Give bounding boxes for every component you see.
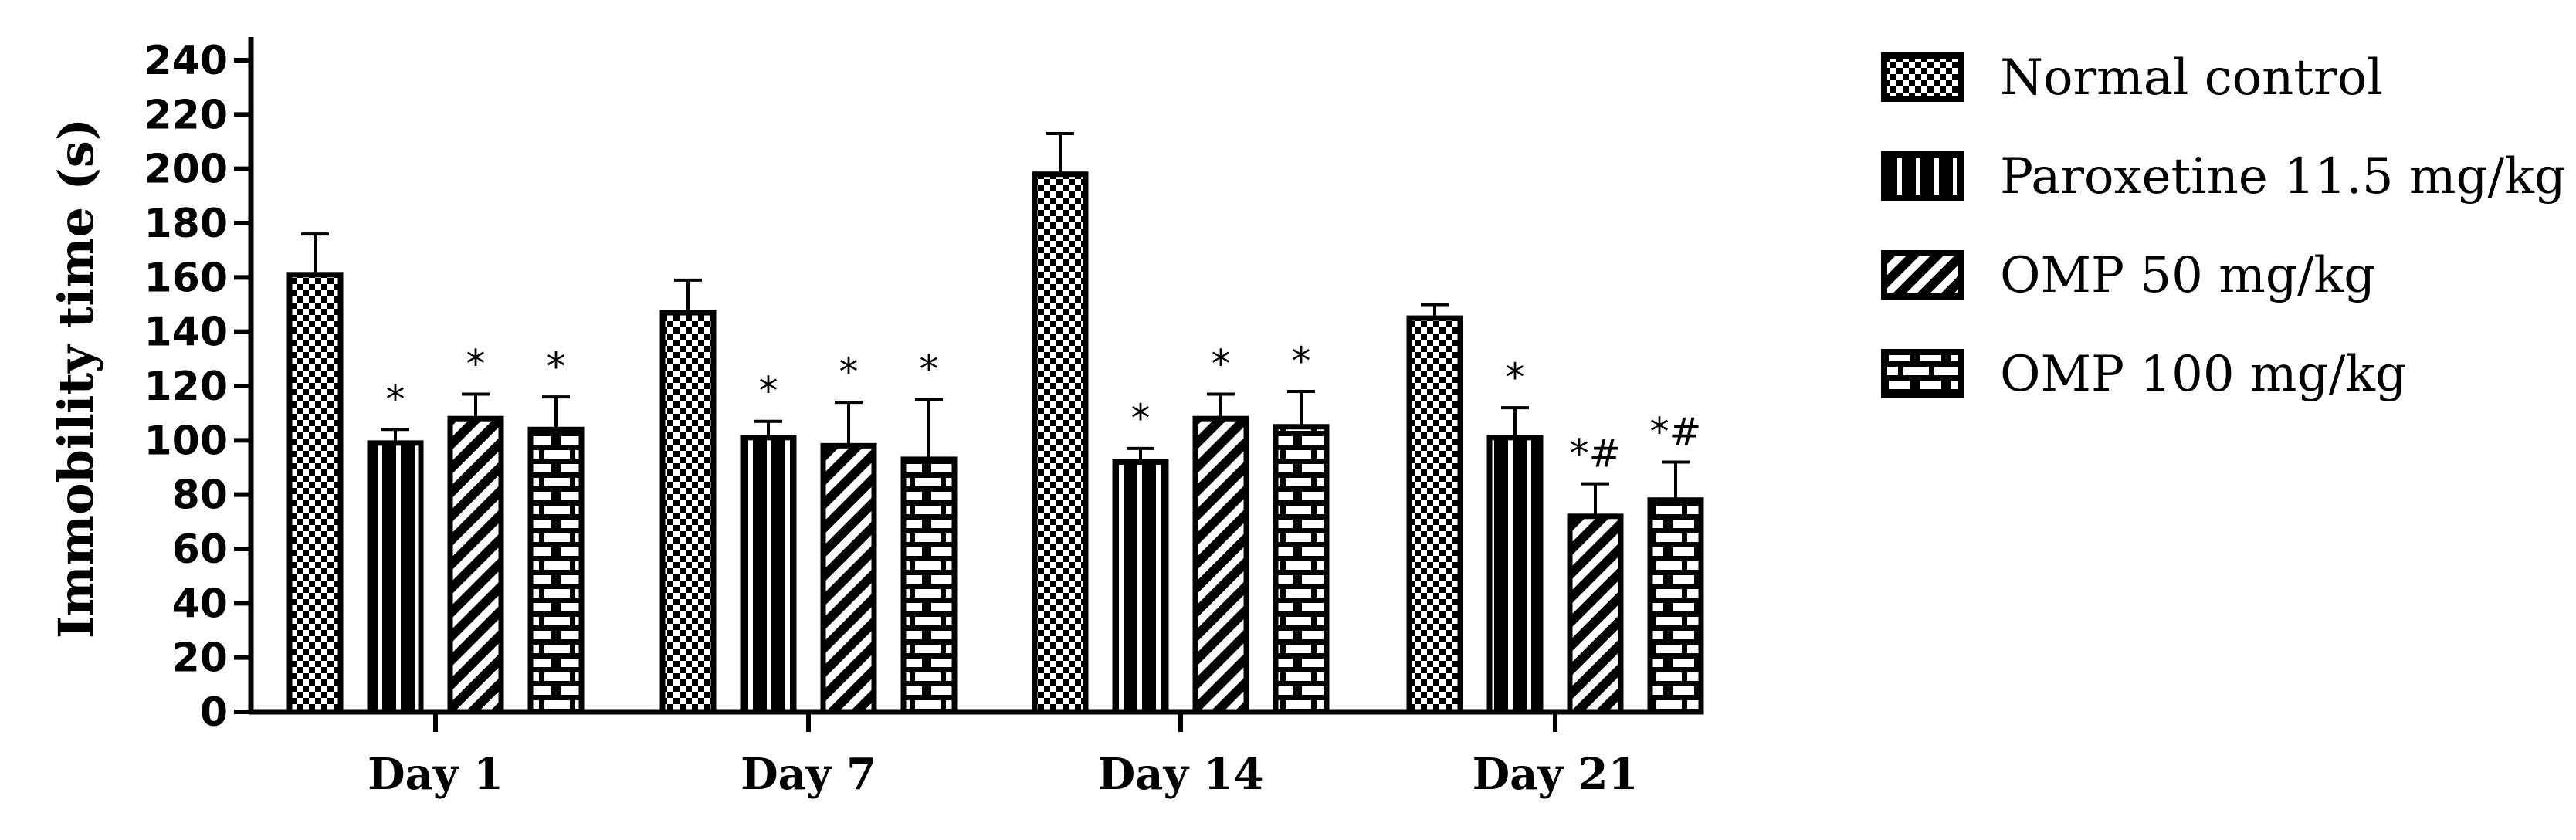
legend-swatch (1881, 151, 1964, 201)
y-tick-label: 200 (144, 147, 228, 193)
significance-label: * (1131, 396, 1151, 441)
y-tick-label: 0 (200, 689, 228, 736)
bar (740, 435, 797, 715)
x-axis: Day 1 Day 7 Day 14 Day 21 (249, 709, 1697, 800)
bar (527, 426, 585, 715)
bar (1406, 315, 1463, 715)
bar (447, 415, 504, 715)
bar (1486, 435, 1544, 715)
x-tick-label: Day 21 (1473, 749, 1639, 800)
bar (900, 456, 958, 715)
bar (820, 442, 877, 715)
bar (1647, 497, 1704, 715)
significance-label: * (386, 377, 405, 422)
bar (286, 272, 344, 715)
legend-swatch (1881, 349, 1964, 398)
bar (367, 440, 424, 715)
legend-item: OMP 100 mg/kg (1881, 346, 2407, 403)
legend-label: Normal control (2000, 49, 2383, 107)
significance-label: * (1506, 355, 1525, 400)
significance-label: * (466, 342, 486, 387)
legend-item: Normal control (1881, 49, 2383, 107)
y-tick-label: 180 (144, 201, 228, 247)
significance-label: * (759, 369, 778, 414)
legend-swatch (1881, 250, 1964, 300)
bar (1112, 459, 1169, 715)
y-tick-label: 20 (172, 635, 228, 682)
significance-label: * (920, 347, 939, 392)
error-bars-group (301, 131, 1690, 517)
significance-label: *# (1570, 432, 1622, 476)
x-tick-label: Day 14 (1098, 749, 1264, 800)
x-tick-label: Day 7 (741, 749, 876, 800)
y-tick-label: 160 (144, 255, 228, 301)
y-axis-label: Immobility time (s) (48, 118, 104, 638)
y-tick-label: 140 (144, 310, 228, 356)
annotations-group: * * * * * * * * * * *# *# (386, 339, 1702, 476)
legend-label: OMP 100 mg/kg (2000, 346, 2407, 403)
bar (1192, 415, 1249, 715)
y-tick-label: 80 (172, 472, 228, 519)
significance-label: * (839, 350, 859, 395)
y-tick-label: 220 (144, 92, 228, 138)
legend-label: OMP 50 mg/kg (2000, 247, 2375, 304)
y-tick-label: 60 (172, 527, 228, 573)
bar (659, 310, 717, 715)
x-tick-label: Day 1 (368, 749, 503, 800)
legend-item: Paroxetine 11.5 mg/kg (1881, 148, 2566, 205)
y-axis: 0 20 40 60 80 100 120 140 160 180 200 220 240 (144, 37, 254, 736)
significance-label: * (547, 344, 566, 389)
y-tick-label: 240 (144, 38, 228, 84)
bar (1032, 171, 1089, 715)
significance-label: * (1212, 342, 1231, 387)
legend-item: OMP 50 mg/kg (1881, 247, 2375, 304)
bars-group (286, 171, 1704, 715)
bar (1567, 513, 1624, 715)
legend-label: Paroxetine 11.5 mg/kg (2000, 148, 2566, 205)
y-tick-label: 40 (172, 581, 228, 627)
significance-label: * (1292, 339, 1311, 384)
legend-swatch (1881, 52, 1964, 102)
significance-label: *# (1650, 409, 1702, 454)
legend: Normal control Paroxetine 11.5 mg/kg OMP 5… (1881, 49, 2566, 403)
y-tick-label: 120 (144, 364, 228, 410)
y-tick-label: 100 (144, 418, 228, 464)
bar (1273, 424, 1330, 715)
